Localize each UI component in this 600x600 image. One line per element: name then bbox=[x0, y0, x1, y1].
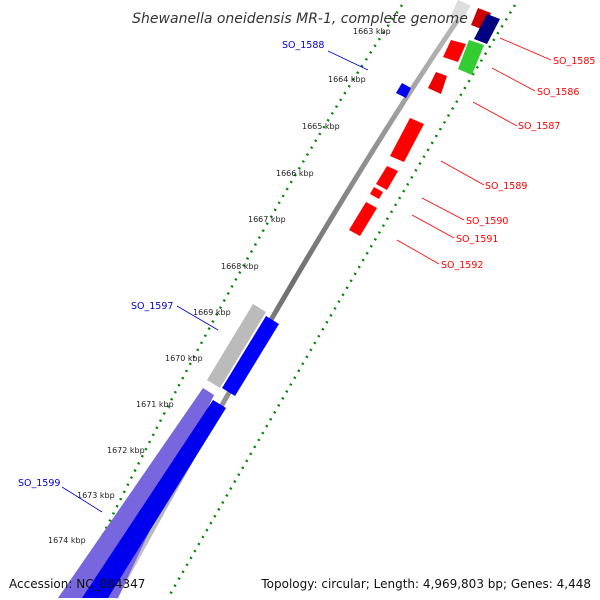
kbp-label: 1664 kbp bbox=[328, 75, 366, 84]
gene-so-1592[interactable] bbox=[349, 202, 377, 236]
kbp-label: 1663 kbp bbox=[353, 27, 391, 36]
accession-text: Accession: NC_004347 bbox=[9, 577, 145, 591]
gene-label-so-1586[interactable]: SO_1586 bbox=[537, 87, 579, 98]
topology-summary: Topology: circular; Length: 4,969,803 bp… bbox=[260, 577, 591, 591]
gene-label-so-1585[interactable]: SO_1585 bbox=[553, 56, 595, 67]
gene-labels: SO_1585 SO_1586 SO_1587 SO_1588 SO_1589 … bbox=[18, 40, 595, 489]
callout-lines bbox=[61, 37, 552, 513]
kbp-label: 1669 kbp bbox=[193, 308, 231, 317]
gene-blue-large[interactable] bbox=[222, 316, 279, 396]
gene-so-1586[interactable] bbox=[443, 40, 466, 62]
gene-so-1591[interactable] bbox=[370, 187, 383, 199]
kbp-tick-labels: 1663 kbp 1664 kbp 1665 kbp 1666 kbp 1667… bbox=[48, 27, 391, 545]
gene-so-1597-pseudo[interactable] bbox=[207, 304, 266, 388]
inner-tick-ring bbox=[166, 4, 517, 599]
gene-label-so-1589[interactable]: SO_1589 bbox=[485, 181, 527, 192]
kbp-label: 1674 kbp bbox=[48, 536, 86, 545]
kbp-label: 1670 kbp bbox=[165, 354, 203, 363]
gene-label-so-1597[interactable]: SO_1597 bbox=[131, 301, 173, 312]
gene-blue-long[interactable] bbox=[82, 400, 226, 598]
outer-tick-ring bbox=[70, 4, 404, 599]
gene-so-1589[interactable] bbox=[390, 118, 424, 162]
gene-so-1587b[interactable] bbox=[428, 72, 447, 94]
kbp-label: 1671 kbp bbox=[136, 400, 174, 409]
forward-genes bbox=[349, 8, 500, 236]
gene-label-so-1588[interactable]: SO_1588 bbox=[282, 40, 324, 51]
kbp-label: 1668 kbp bbox=[221, 262, 259, 271]
gene-so-1585b[interactable] bbox=[474, 14, 500, 44]
gene-label-so-1591[interactable]: SO_1591 bbox=[456, 234, 498, 245]
gene-label-so-1599[interactable]: SO_1599 bbox=[18, 478, 60, 489]
gene-so-1587[interactable] bbox=[458, 40, 484, 75]
gene-grey-top[interactable] bbox=[450, 0, 470, 22]
gene-label-so-1590[interactable]: SO_1590 bbox=[466, 216, 508, 227]
kbp-label: 1665 kbp bbox=[302, 122, 340, 131]
gene-so-1590[interactable] bbox=[376, 166, 398, 190]
gene-so-1588[interactable] bbox=[396, 83, 411, 98]
kbp-label: 1673 kbp bbox=[77, 491, 115, 500]
kbp-label: 1667 kbp bbox=[248, 215, 286, 224]
gene-so-1599[interactable] bbox=[58, 388, 214, 598]
gene-label-so-1587[interactable]: SO_1587 bbox=[518, 121, 560, 132]
gene-label-so-1592[interactable]: SO_1592 bbox=[441, 260, 483, 271]
kbp-label: 1666 kbp bbox=[276, 169, 314, 178]
reverse-genes bbox=[58, 0, 470, 598]
map-title: Shewanella oneidensis MR-1, complete gen… bbox=[132, 11, 468, 27]
kbp-label: 1672 kbp bbox=[107, 446, 145, 455]
